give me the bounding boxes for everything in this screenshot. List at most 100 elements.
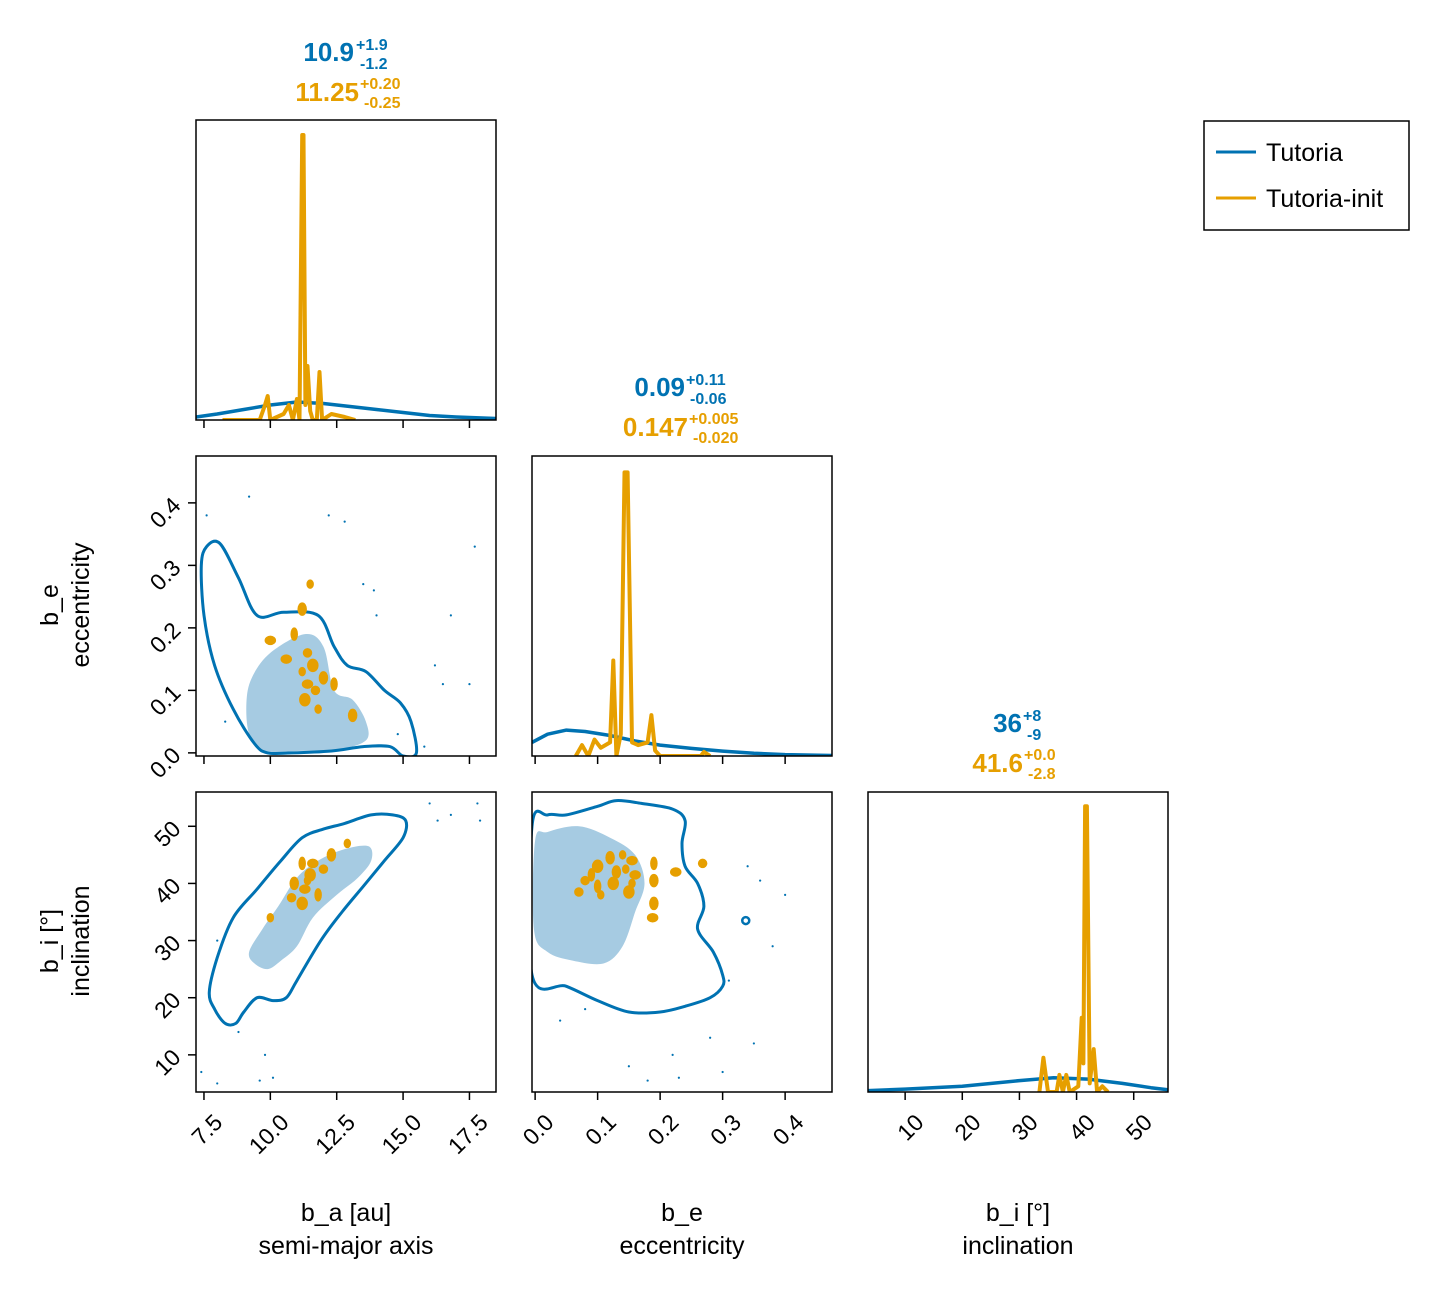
- contour-tutoria-init: [297, 602, 307, 616]
- x-tick-label-b_i: 40: [1064, 1109, 1100, 1145]
- contour-inner-tutoria: [246, 633, 369, 753]
- legend-label-tutoria-init: Tutoria-init: [1266, 185, 1383, 213]
- x-tick-label-b_e: 0.4: [768, 1109, 809, 1150]
- sample-point-tutoria: [746, 865, 749, 868]
- sample-point-tutoria: [449, 813, 452, 816]
- x-tick-label-b_e: 0.0: [518, 1109, 559, 1150]
- sample-point-tutoria: [646, 1079, 649, 1082]
- contour-outer-tutoria: [532, 799, 726, 1015]
- summary-orange-plus: +0.20: [360, 76, 401, 93]
- hist-line-tutoria-init: [1037, 804, 1110, 1092]
- contour-tutoria-init: [290, 627, 298, 641]
- sample-point-tutoria: [216, 1082, 219, 1085]
- summary-orange-plus: +0.005: [689, 411, 738, 428]
- x-tick-label-b_e: 0.1: [580, 1109, 621, 1150]
- contour-tutoria-init: [318, 671, 329, 685]
- hist-line-tutoria: [868, 1075, 1168, 1092]
- summary-blue-plus: +8: [1023, 708, 1041, 725]
- sample-point-tutoria: [247, 495, 251, 498]
- sample-point-tutoria: [476, 802, 479, 805]
- y-tick-label-b_e: 0.3: [145, 555, 186, 596]
- summary-orange-plus: +0.0: [1024, 747, 1056, 764]
- contour-tutoria-init: [266, 912, 275, 923]
- contour-tutoria-init: [650, 856, 658, 871]
- contour-tutoria-init: [298, 856, 306, 871]
- x-tick-label-b_i: 20: [949, 1109, 985, 1145]
- contour-tutoria-init: [622, 864, 630, 874]
- y-tick-label-b_e: 0.1: [145, 680, 186, 721]
- sample-point-tutoria: [677, 1076, 680, 1079]
- sample-point-tutoria: [759, 879, 762, 882]
- y-tick-label-b_i: 50: [149, 815, 185, 851]
- contour-tutoria-init: [580, 875, 590, 886]
- sample-point-tutoria: [343, 520, 346, 523]
- summary-blue-median: 36: [993, 708, 1022, 738]
- y-tick-label-b_e: 0.2: [145, 617, 186, 658]
- contour-inner-tutoria: [248, 845, 373, 970]
- contour-tutoria-init: [618, 850, 627, 860]
- sample-point-tutoria: [224, 720, 227, 723]
- sample-point-tutoria: [396, 733, 399, 736]
- hist-line-tutoria-init: [574, 470, 712, 756]
- x-tick-label-b_a: 7.5: [186, 1109, 227, 1150]
- x-tick-label-b_e: 0.2: [643, 1109, 684, 1150]
- sample-point-tutoria: [478, 819, 482, 822]
- contour-tutoria-init: [310, 685, 321, 696]
- y-tick-label-b_i: 10: [149, 1044, 185, 1080]
- contour-tutoria-init: [318, 864, 329, 874]
- sample-point-tutoria: [584, 1008, 587, 1011]
- pair-b_a-b_i-plot-area: [200, 802, 482, 1085]
- contour-tutoria-init: [649, 873, 659, 888]
- contour-tutoria-init: [307, 858, 319, 869]
- contour-island-tutoria: [741, 915, 751, 926]
- contour-tutoria-init: [306, 579, 314, 589]
- summary-orange-minus: -2.8: [1028, 766, 1056, 783]
- summary-b-e: 0.09 +0.11 -0.06 0.147 +0.005 -0.020: [623, 372, 739, 447]
- x-tick-label-b_i: 10: [892, 1109, 928, 1145]
- y-tick-label-b_e: 0.0: [145, 742, 186, 783]
- x-tick-label-b_i: 30: [1006, 1109, 1042, 1145]
- contour-outer-tutoria: [199, 539, 419, 756]
- summary-blue-minus: -9: [1027, 727, 1041, 744]
- x-tick-label-b_a: 12.5: [310, 1109, 360, 1159]
- pair-b_e-b_i-plot-area: [532, 799, 787, 1082]
- pair-b_a-b_e-plot-area: [199, 495, 476, 756]
- sample-point-tutoria: [375, 614, 378, 617]
- summary-orange-minus: -0.020: [693, 430, 738, 447]
- sample-point-tutoria: [433, 664, 437, 667]
- hist-line-tutoria-init: [222, 133, 356, 420]
- summary-orange-median: 41.6: [972, 748, 1023, 778]
- sample-point-tutoria: [784, 893, 787, 896]
- contour-tutoria-init: [302, 648, 313, 658]
- sample-point-tutoria: [372, 589, 375, 592]
- sample-point-tutoria: [327, 514, 330, 517]
- contour-inner-tutoria: [532, 826, 645, 965]
- y-axis-label-b-e: b_e: [36, 584, 64, 626]
- hist-line-tutoria: [196, 400, 496, 420]
- contour-tutoria-init: [623, 885, 635, 899]
- sample-point-tutoria: [771, 945, 774, 948]
- hist-b_a-frame: [195, 119, 497, 421]
- summary-b-a: 10.9 +1.9 -1.2 11.25 +0.20 -0.25: [295, 37, 400, 112]
- sample-point-tutoria: [263, 1053, 267, 1056]
- sample-point-tutoria: [473, 545, 476, 548]
- x-tick-label-b_a: 10.0: [244, 1109, 294, 1159]
- contour-tutoria-init: [303, 875, 312, 886]
- legend-label-tutoria: Tutoria: [1266, 139, 1343, 167]
- contour-outer-tutoria: [207, 812, 409, 1027]
- hist-b_e-frame: [531, 455, 833, 757]
- pair-b_e-b_i-frame: [531, 791, 833, 1093]
- x-axis-sublabel-b-e: eccentricity: [619, 1232, 745, 1260]
- hist-b_i-frame: [867, 791, 1169, 1093]
- x-axis-label-b-a: b_a [au]: [301, 1199, 391, 1227]
- contour-tutoria-init: [607, 876, 619, 891]
- summary-orange-median: 0.147: [623, 412, 688, 442]
- summary-blue-median: 0.09: [634, 372, 685, 402]
- x-axis-label-b-e: b_e: [661, 1199, 703, 1227]
- sample-point-tutoria: [709, 1036, 712, 1039]
- summary-b-i: 36 +8 -9 41.6 +0.0 -2.8: [972, 708, 1055, 783]
- summary-blue-minus: -0.06: [690, 391, 727, 408]
- sample-point-tutoria: [752, 1042, 755, 1045]
- sample-point-tutoria: [721, 1070, 724, 1074]
- y-tick-label-b_i: 40: [149, 873, 185, 909]
